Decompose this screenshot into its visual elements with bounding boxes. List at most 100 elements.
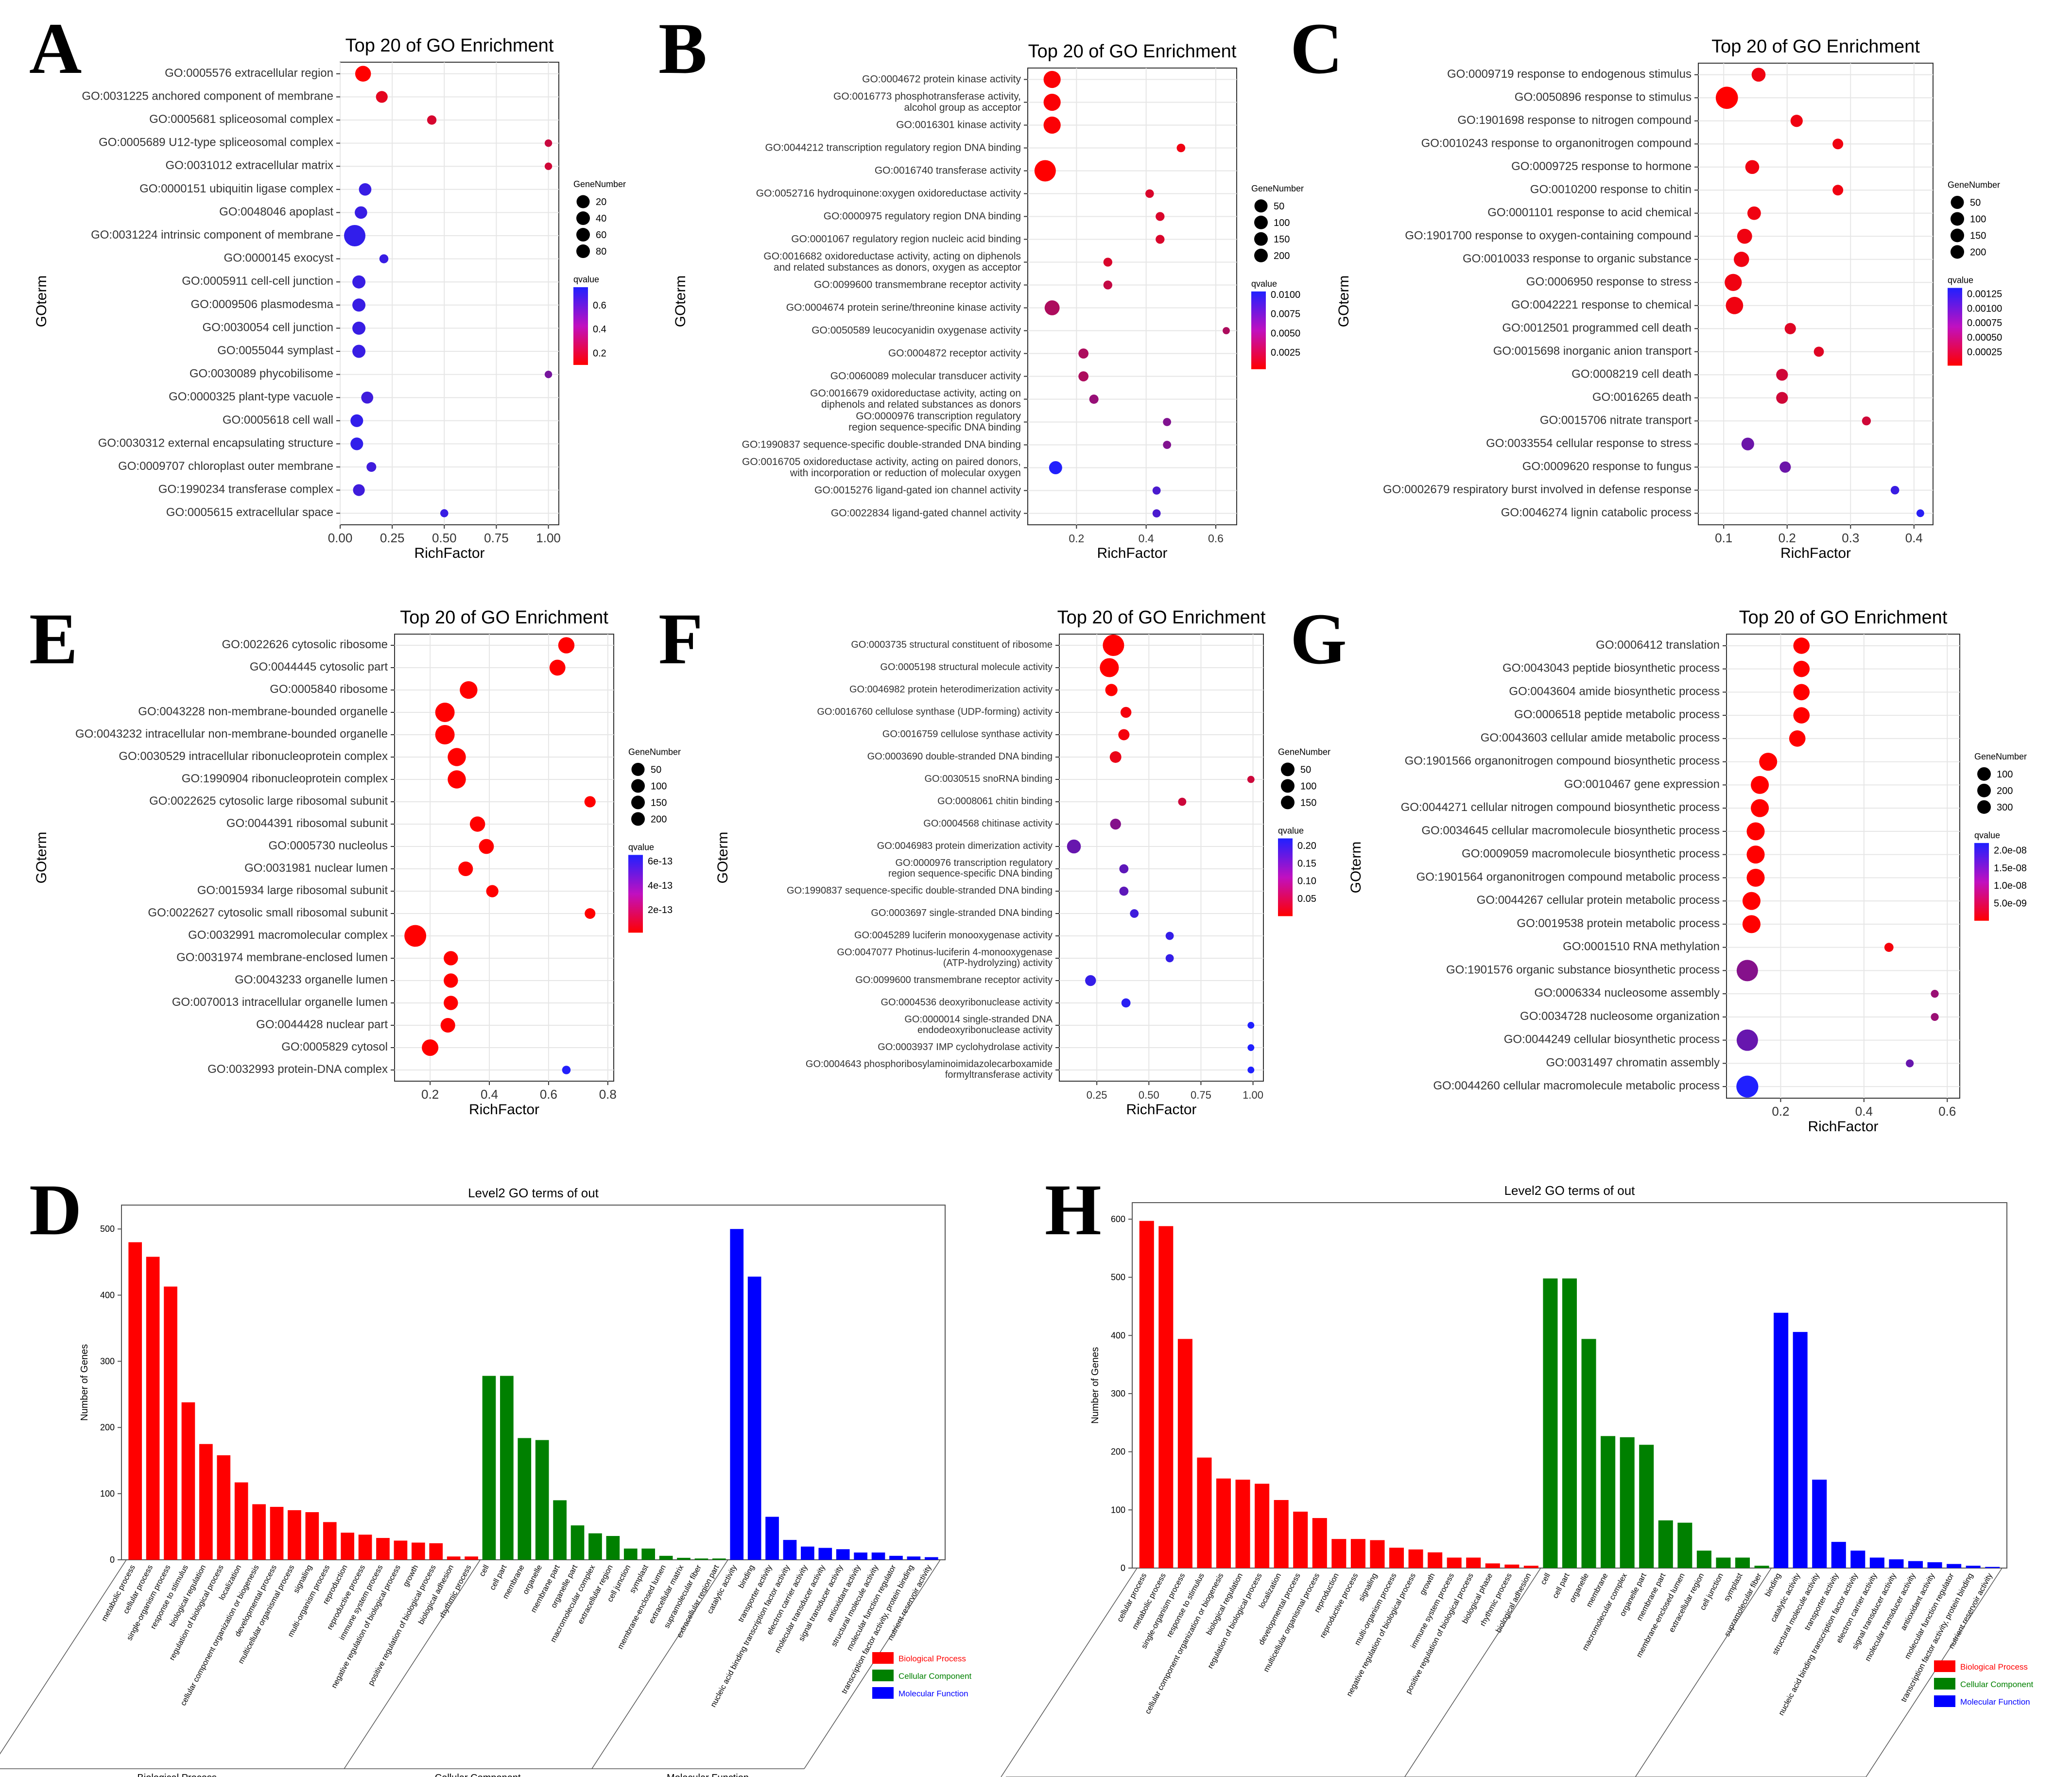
size-legend-dot: [631, 779, 645, 793]
y-term-label: GO:0022834 ligand-gated channel activity: [831, 507, 1021, 518]
panel-letter-F: F: [658, 599, 703, 679]
y-term-label: GO:0030054 cell junction: [202, 321, 333, 334]
color-legend-bar: [1251, 291, 1266, 369]
bar: [765, 1517, 779, 1560]
y-term-label: GO:0031225 anchored component of membran…: [82, 90, 333, 103]
bar: [164, 1286, 177, 1560]
data-point: [1044, 300, 1060, 315]
group-divider: [804, 1559, 941, 1769]
color-legend-label: 0.00100: [1967, 303, 2002, 314]
bar: [1947, 1564, 1962, 1568]
bar: [801, 1546, 814, 1560]
bar: [1139, 1221, 1154, 1568]
color-legend-label: 5.0e-09: [1994, 898, 2027, 909]
data-point: [1916, 509, 1924, 518]
bar: [323, 1522, 337, 1560]
data-point: [1726, 296, 1744, 314]
bar: [1235, 1480, 1250, 1568]
size-legend-dot: [1951, 228, 1964, 242]
x-tick-label: extracellular region: [1668, 1572, 1706, 1634]
y-term-label: GO:0015276 ligand-gated ion channel acti…: [814, 484, 1021, 496]
y-tick-label: 0: [110, 1555, 115, 1565]
color-legend-label: 0.15: [1297, 858, 1316, 869]
data-point: [549, 659, 566, 676]
y-term-label: GO:0005576 extracellular region: [165, 67, 333, 80]
size-legend-dot: [576, 211, 590, 225]
y-term-label: GO:1901576 organic substance biosyntheti…: [1446, 964, 1720, 977]
data-point: [562, 1066, 571, 1074]
x-tick-label: 0.8: [599, 1087, 617, 1102]
data-point: [1109, 751, 1122, 763]
y-term-label: GO:0004672 protein kinase activity: [862, 73, 1021, 85]
color-legend-bar: [1278, 838, 1293, 916]
y-term-label: GO:0030312 external encapsulating struct…: [98, 437, 333, 450]
x-tick-label: growth: [402, 1564, 420, 1588]
data-point: [1085, 975, 1096, 986]
size-legend-dot: [631, 812, 645, 826]
bar: [712, 1558, 726, 1560]
y-term-label: GO:0046982 protein heterodimerization ac…: [849, 684, 1053, 695]
panel-letter-A: A: [29, 8, 82, 89]
bar: [1601, 1436, 1616, 1568]
y-term-label: GO:0005689 U12-type spliceosomal complex: [99, 136, 333, 149]
y-term-label: GO:0000151 ubiquitin ligase complex: [139, 182, 333, 195]
x-tick-label: cell part: [488, 1563, 509, 1591]
bar: [234, 1482, 248, 1560]
y-term-label: GO:0048046 apoplast: [219, 206, 333, 219]
data-point: [444, 951, 458, 966]
y-term-label: GO:0003697 single-stranded DNA binding: [871, 908, 1053, 918]
y-term-label: GO:0010033 response to organic substance: [1463, 252, 1692, 265]
y-tick-label: 500: [1111, 1273, 1125, 1282]
data-point: [1776, 392, 1788, 404]
data-point: [486, 885, 499, 897]
color-legend-label: 0.2: [593, 348, 606, 359]
panel-letter-C: C: [1290, 8, 1343, 89]
bar: [836, 1549, 850, 1560]
plot-area: [1059, 634, 1264, 1082]
x-tick-label: 0.4: [1139, 532, 1154, 545]
data-point: [1110, 818, 1121, 830]
bar: [1774, 1312, 1789, 1568]
y-term-label: GO:0016679 oxidoreductase activity, acti…: [810, 388, 1021, 410]
y-term-label: GO:1901700 response to oxygen-containing…: [1405, 229, 1692, 242]
x-tick-label: 0.6: [1208, 532, 1224, 545]
y-term-label: GO:1901566 organonitrogen compound biosy…: [1405, 755, 1720, 768]
data-point: [444, 973, 458, 988]
data-point: [544, 139, 553, 147]
bar: [341, 1533, 354, 1560]
x-tick-label: 0.50: [1139, 1089, 1159, 1101]
data-point: [1067, 839, 1081, 854]
y-tick-label: 200: [100, 1423, 115, 1432]
legend-swatch: [872, 1687, 894, 1699]
data-point: [444, 996, 458, 1010]
color-legend-label: 6e-13: [648, 856, 673, 867]
bar: [889, 1555, 903, 1560]
size-legend-label: 100: [1970, 214, 1986, 225]
data-point: [1736, 1075, 1759, 1098]
data-point: [1121, 998, 1131, 1008]
data-point: [366, 462, 377, 472]
size-legend-label: 100: [1274, 218, 1290, 228]
y-term-label: GO:0044267 cellular protein metabolic pr…: [1477, 894, 1720, 907]
x-tick-label: 1.00: [1243, 1089, 1263, 1101]
data-point: [1103, 635, 1124, 656]
x-axis-label: RichFactor: [414, 545, 484, 561]
data-point: [1742, 892, 1761, 910]
y-tick-label: 100: [100, 1489, 115, 1499]
data-point: [350, 437, 363, 450]
data-point: [544, 370, 553, 379]
x-axis-label: RichFactor: [1126, 1102, 1196, 1118]
data-point: [1779, 461, 1791, 473]
data-point: [448, 748, 466, 766]
plot-area: [1726, 634, 1960, 1099]
data-point: [448, 770, 466, 789]
legend-swatch: [872, 1670, 894, 1681]
color-legend-title: qvalue: [1974, 830, 2000, 840]
y-term-label: GO:0046983 protein dimerization activity: [877, 841, 1053, 851]
size-legend-title: GeneNumber: [1278, 747, 1330, 757]
y-term-label: GO:0005911 cell-cell junction: [182, 275, 333, 288]
data-point: [1165, 954, 1174, 963]
y-tick-label: 300: [1111, 1389, 1125, 1398]
data-point: [1152, 486, 1161, 495]
bar: [1447, 1557, 1462, 1568]
